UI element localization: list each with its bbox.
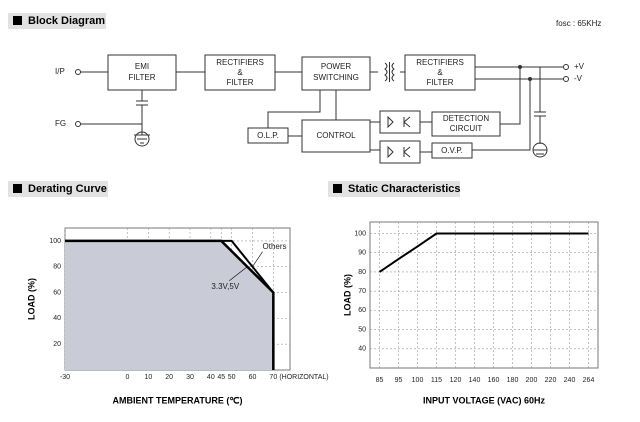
y-tick-label: 50 — [358, 326, 366, 333]
y-tick-label: 100 — [354, 230, 366, 237]
block-label: FILTER — [129, 73, 156, 82]
x-tick-label: 85 — [376, 377, 384, 384]
y-tick-label: 40 — [358, 346, 366, 353]
terminal-label: -V — [574, 74, 583, 83]
line — [378, 232, 589, 273]
y-axis-label: LOAD (%) — [342, 274, 352, 316]
section-header — [8, 13, 106, 29]
plot-frame — [369, 221, 599, 369]
block-label: & — [237, 68, 243, 77]
x-tick-label: 200 — [526, 377, 538, 384]
section-title: Derating Curve — [28, 183, 107, 195]
x-tick-label: 0 — [126, 374, 130, 381]
terminal-label: +V — [574, 62, 585, 71]
x-tick-label: 30 — [186, 374, 194, 381]
optocoupler — [379, 110, 421, 134]
bullet — [13, 16, 22, 25]
x-axis-label: INPUT VOLTAGE (VAC) 60Hz — [423, 395, 546, 405]
leader-line — [229, 266, 248, 281]
leader-line — [252, 251, 263, 267]
block-label: RECTIFIERS — [416, 58, 464, 67]
block-label: SWITCHING — [313, 73, 359, 82]
block-label: FILTER — [427, 78, 454, 87]
terminal-label: I/P — [55, 67, 65, 76]
x-tick-label: 45 — [217, 374, 225, 381]
x-tick-note: (HORIZONTAL) — [279, 374, 328, 381]
opto-symbol — [387, 115, 411, 159]
x-tick-label: 60 — [249, 374, 257, 381]
block-label: FILTER — [227, 78, 254, 87]
y-tick-label: 100 — [49, 238, 61, 245]
note: fosc : 65KHz — [556, 19, 601, 28]
x-tick-label: 95 — [395, 377, 403, 384]
y-tick-label: 70 — [358, 288, 366, 295]
block-label: O.V.P. — [441, 146, 463, 155]
x-tick-label: 115 — [431, 377, 442, 384]
block — [247, 127, 289, 144]
block-label: O.L.P. — [257, 131, 279, 140]
x-tick-label: 264 — [583, 377, 595, 384]
terminal-label: FG — [55, 119, 66, 128]
y-axis-label: LOAD (%) — [26, 278, 36, 320]
area — [65, 240, 274, 370]
x-tick-label: 120 — [450, 377, 462, 384]
block — [404, 54, 476, 91]
block-diagram: Block Diagram fosc : 65KHz I/P FG +V -V … — [8, 13, 601, 164]
x-tick-label: 220 — [545, 377, 557, 384]
section-header — [328, 181, 460, 197]
bullet — [13, 184, 22, 193]
bullet — [333, 184, 342, 193]
x-tick-label: 40 — [207, 374, 215, 381]
y-tick-label: 80 — [358, 269, 366, 276]
section-title: Block Diagram — [28, 15, 105, 27]
x-tick-label: 50 — [228, 374, 236, 381]
block — [301, 119, 371, 153]
x-tick-label: 100 — [412, 377, 424, 384]
wires — [75, 62, 569, 158]
block — [204, 54, 276, 91]
block-label: CONTROL — [316, 131, 356, 140]
series-label: Others — [263, 242, 287, 251]
y-tick-label: 20 — [53, 341, 61, 348]
y-tick-label: 60 — [358, 307, 366, 314]
block-label: EMI — [135, 62, 149, 71]
block-label: DETECTION — [443, 114, 489, 123]
x-tick-label: 180 — [507, 377, 519, 384]
block-label: CIRCUIT — [450, 124, 483, 133]
block — [431, 111, 501, 137]
block-label: POWER — [321, 62, 351, 71]
section-header — [8, 181, 108, 197]
optocoupler — [379, 140, 421, 164]
line — [65, 239, 275, 370]
y-tick-label: 80 — [53, 264, 61, 271]
y-tick-label: 60 — [53, 289, 61, 296]
block — [301, 56, 371, 91]
x-tick-label: -30 — [60, 374, 70, 381]
y-tick-label: 40 — [53, 315, 61, 322]
block-label: RECTIFIERS — [216, 58, 264, 67]
x-tick-label: 10 — [144, 374, 152, 381]
block — [107, 54, 177, 91]
x-tick-label: 160 — [488, 377, 500, 384]
block — [431, 142, 473, 159]
series-label: 3.3V,5V — [211, 282, 239, 291]
x-axis-label: AMBIENT TEMPERATURE (℃) — [113, 395, 243, 405]
section-title: Static Characteristics — [348, 183, 461, 195]
y-tick-label: 90 — [358, 250, 366, 257]
block-label: & — [437, 68, 443, 77]
x-tick-label: 20 — [165, 374, 173, 381]
x-tick-label: 70 — [269, 374, 277, 381]
x-tick-label: 140 — [469, 377, 481, 384]
x-tick-label: 240 — [564, 377, 576, 384]
